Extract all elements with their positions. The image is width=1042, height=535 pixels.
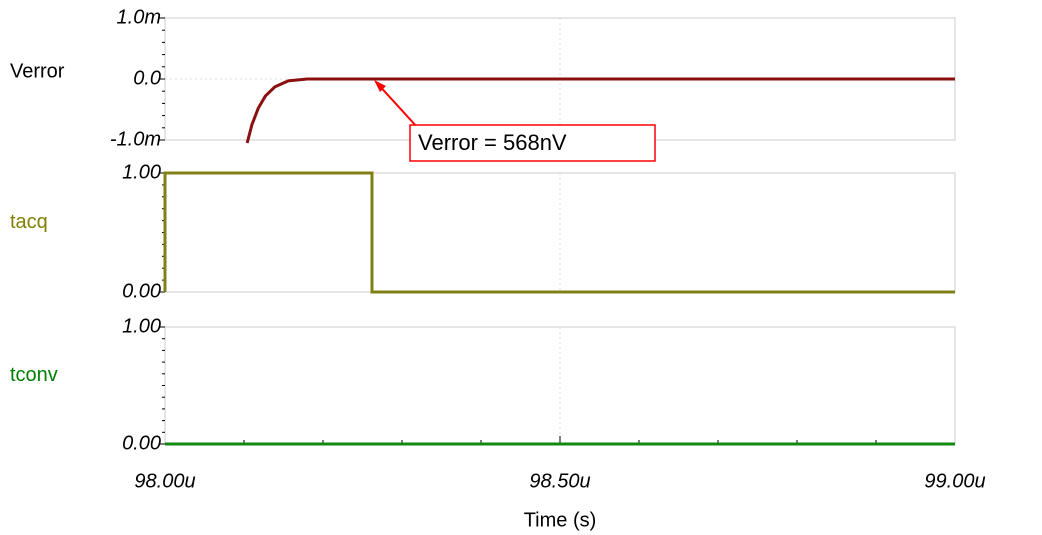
x-tick-label: 98.50u [529, 470, 590, 492]
y-tick-label: 0.00 [122, 280, 161, 302]
y-tick-label: 1.00 [122, 315, 161, 337]
y-tick-label: -1.0m [110, 128, 161, 150]
y-tick-label: 0.0 [133, 67, 161, 89]
series-label: tconv [10, 364, 58, 386]
annotation-arrow [375, 81, 419, 129]
annotation: Verror = 568nV [418, 130, 567, 155]
plot-frame [164, 326, 956, 445]
annotation-box [409, 124, 656, 162]
series-label: Verror [10, 60, 65, 82]
y-tick-label: 0.00 [122, 432, 161, 454]
x-tick-label: 99.00u [924, 470, 985, 492]
series-line [245, 77, 955, 144]
x-axis-label: Time (s) [524, 509, 597, 531]
y-tick-label: 1.0m [117, 6, 161, 28]
series-line [163, 171, 955, 294]
annotation-arrowhead [374, 80, 386, 92]
series-label: tacq [10, 211, 48, 233]
y-tick-label: 1.00 [122, 161, 161, 183]
x-tick-label: 98.00u [134, 470, 195, 492]
